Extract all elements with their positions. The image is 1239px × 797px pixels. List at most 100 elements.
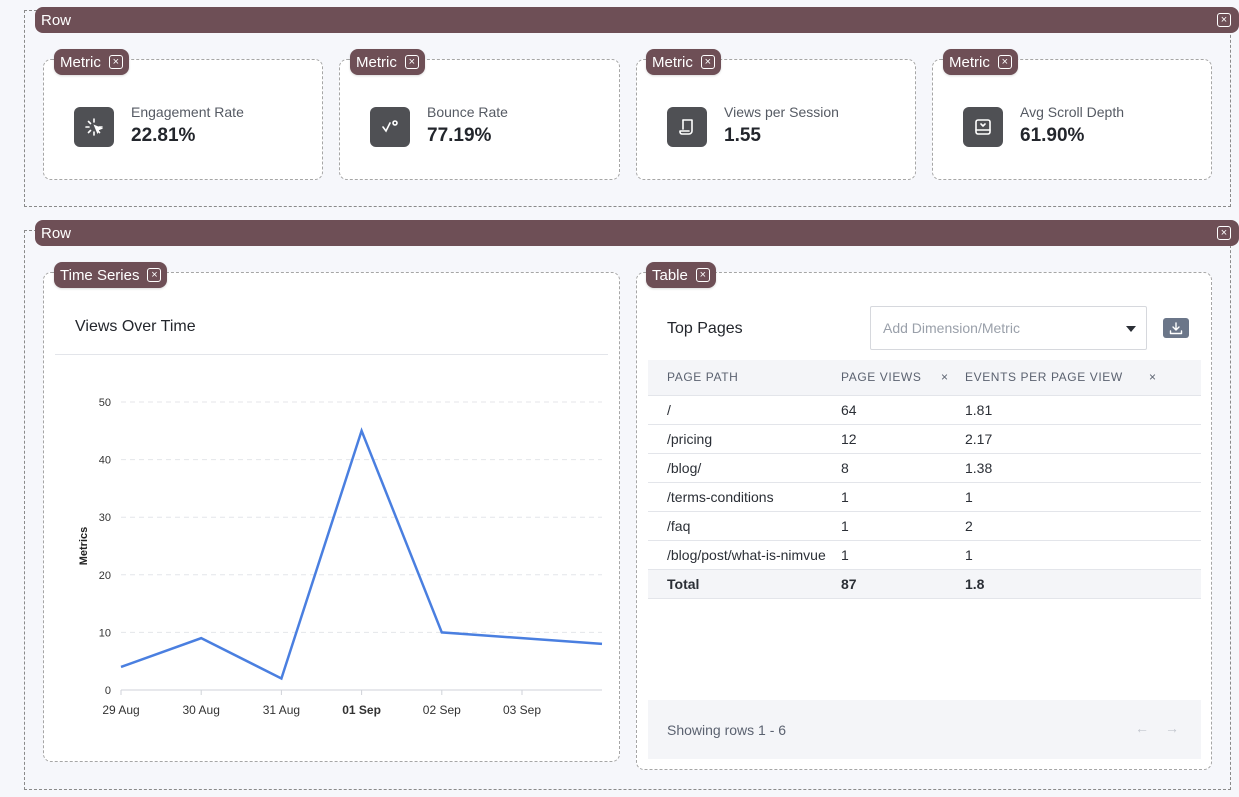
row-close-icon[interactable]: ×	[1217, 13, 1231, 27]
remove-column-icon[interactable]: ×	[941, 360, 965, 396]
row-close-icon[interactable]: ×	[1217, 226, 1231, 240]
prev-page-icon[interactable]: ←	[1135, 720, 1149, 736]
table-row: /faq 1 2	[648, 511, 1201, 541]
timeseries-tag[interactable]: Time Series ×	[54, 262, 168, 288]
pagination-status: Showing rows 1 - 6	[667, 721, 787, 738]
tag-close-icon[interactable]: ×	[695, 268, 710, 282]
download-icon	[1169, 321, 1183, 334]
table-row: /blog/ 8 1.38	[648, 453, 1201, 483]
column-header-page-path[interactable]: PAGE PATH	[648, 360, 841, 396]
row-header-1[interactable]: Row ×	[35, 7, 1239, 33]
table-row: /pricing 12 2.17	[648, 424, 1201, 454]
add-dimension-dropdown[interactable]: Add Dimension/Metric	[870, 306, 1147, 350]
cell-events-per-view: 1.38	[965, 453, 1149, 483]
y-tick-label: 10	[99, 627, 111, 639]
y-tick-label: 0	[105, 685, 111, 697]
cell-events-per-view: 1	[965, 482, 1149, 512]
table-title: Top Pages	[667, 320, 743, 337]
data-table: PAGE PATH PAGE VIEWS × EVENTS PER PAGE V…	[648, 360, 1201, 599]
cell-page-path: /pricing	[648, 424, 841, 454]
row-label: Row	[41, 224, 72, 242]
cell-events-per-view: 2.17	[965, 424, 1149, 454]
table-pagination: Showing rows 1 - 6 ← →	[648, 700, 1201, 759]
x-tick-label: 29 Aug	[102, 703, 139, 717]
metric-label: Bounce Rate	[427, 104, 508, 120]
sparkle-cursor-icon	[74, 107, 114, 147]
tag-label: Metric	[652, 53, 693, 71]
y-tick-label: 40	[99, 455, 111, 467]
cell-page-path: /blog/post/what-is-nimvue	[648, 540, 841, 570]
total-label: Total	[648, 569, 841, 599]
cell-page-path: /	[648, 395, 841, 425]
total-events-per-view: 1.8	[965, 569, 1149, 599]
column-header-page-views[interactable]: PAGE VIEWS	[841, 360, 941, 396]
metric-label: Engagement Rate	[131, 104, 244, 120]
table-header-row: PAGE PATH PAGE VIEWS × EVENTS PER PAGE V…	[648, 360, 1201, 396]
caret-down-icon	[1126, 326, 1136, 332]
row-header-2[interactable]: Row ×	[35, 220, 1239, 246]
cell-page-views: 1	[841, 511, 941, 541]
line-chart[interactable]: 0 10 20 30 40 50 29 Aug 30 Aug 31 Aug 01 Sep 02 Se…	[44, 273, 619, 761]
cell-page-views: 1	[841, 540, 941, 570]
y-tick-label: 20	[99, 570, 111, 582]
chart-title: Views Over Time	[75, 318, 196, 335]
metric-tag[interactable]: Metric ×	[54, 49, 129, 75]
cell-events-per-view: 1.81	[965, 395, 1149, 425]
metric-card-views-session: Views per Session 1.55	[636, 59, 916, 180]
cell-events-per-view: 1	[965, 540, 1149, 570]
y-tick-label: 50	[99, 397, 111, 409]
row-label: Row	[41, 11, 72, 29]
metric-card-bounce: Bounce Rate 77.19%	[339, 59, 620, 180]
dropdown-placeholder: Add Dimension/Metric	[883, 320, 1020, 336]
cell-events-per-view: 2	[965, 511, 1149, 541]
x-tick-label: 03 Sep	[503, 703, 541, 717]
x-tick-label: 31 Aug	[263, 703, 300, 717]
metric-card-scroll-depth: Avg Scroll Depth 61.90%	[932, 59, 1212, 180]
tag-close-icon[interactable]: ×	[404, 55, 419, 69]
tag-close-icon[interactable]: ×	[108, 55, 123, 69]
table-total-row: Total 87 1.8	[648, 569, 1201, 599]
table-row: / 64 1.81	[648, 395, 1201, 425]
metric-label: Avg Scroll Depth	[1020, 104, 1125, 120]
tag-label: Metric	[60, 53, 101, 71]
table-card: Top Pages Add Dimension/Metric PAGE PATH…	[636, 272, 1212, 770]
cell-page-path: /blog/	[648, 453, 841, 483]
tag-label: Metric	[949, 53, 990, 71]
table-tag[interactable]: Table ×	[646, 262, 716, 288]
divider	[55, 354, 608, 355]
series-line	[120, 427, 603, 681]
next-page-icon[interactable]: →	[1165, 720, 1179, 736]
table-row: /terms-conditions 1 1	[648, 482, 1201, 512]
remove-column-icon[interactable]: ×	[1149, 360, 1201, 396]
tag-close-icon[interactable]: ×	[147, 268, 162, 282]
x-tick-label: 30 Aug	[183, 703, 220, 717]
metric-value: 61.90%	[1020, 125, 1085, 146]
metric-label: Views per Session	[724, 104, 839, 120]
metric-card-engagement: Engagement Rate 22.81%	[43, 59, 323, 180]
scroll-page-icon	[667, 107, 707, 147]
cell-page-path: /faq	[648, 511, 841, 541]
x-tick-label: 02 Sep	[423, 703, 461, 717]
cell-page-views: 1	[841, 482, 941, 512]
metric-tag[interactable]: Metric ×	[943, 49, 1018, 75]
metric-value: 77.19%	[427, 125, 492, 146]
cell-page-views: 8	[841, 453, 941, 483]
cell-page-path: /terms-conditions	[648, 482, 841, 512]
tag-close-icon[interactable]: ×	[997, 55, 1012, 69]
metric-value: 1.55	[724, 125, 761, 146]
tag-label: Table	[652, 266, 688, 284]
timeseries-card: Views Over Time 0 10 20 30 40 50 29 Aug 30 Aug 3…	[43, 272, 620, 762]
tag-label: Time Series	[60, 266, 140, 284]
column-header-events-per-page-view[interactable]: EVENTS PER PAGE VIEW	[965, 360, 1149, 396]
y-axis-label: Metrics	[78, 527, 90, 566]
metric-tag[interactable]: Metric ×	[350, 49, 425, 75]
y-tick-label: 30	[99, 512, 111, 524]
table-row: /blog/post/what-is-nimvue 1 1	[648, 540, 1201, 570]
metric-tag[interactable]: Metric ×	[646, 49, 721, 75]
cell-page-views: 12	[841, 424, 941, 454]
download-button[interactable]	[1163, 318, 1189, 338]
bounce-arrow-icon	[370, 107, 410, 147]
metric-value: 22.81%	[131, 125, 196, 146]
tag-close-icon[interactable]: ×	[700, 55, 715, 69]
cell-page-views: 64	[841, 395, 941, 425]
